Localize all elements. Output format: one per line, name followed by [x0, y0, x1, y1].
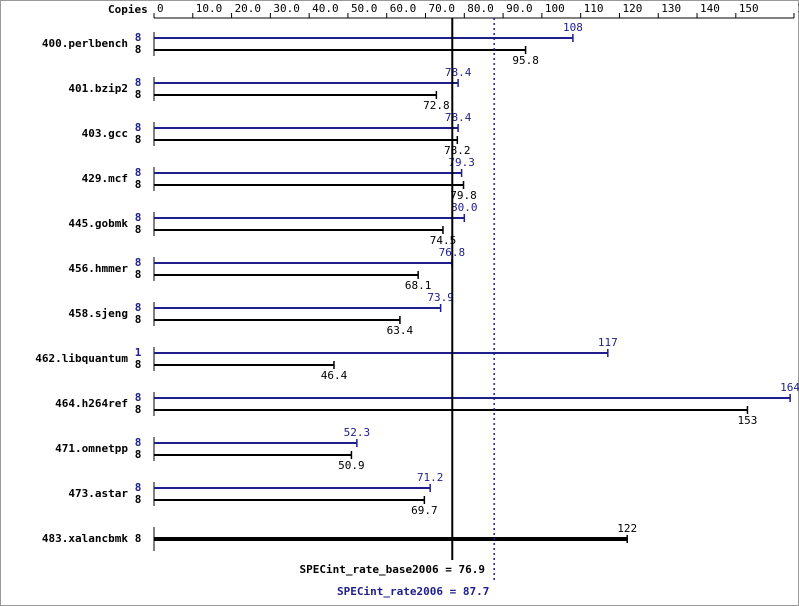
- value-label: 153: [738, 414, 758, 427]
- value-label: 78.2: [444, 144, 471, 157]
- benchmark-label: 458.sjeng: [68, 307, 128, 320]
- benchmark-label: 464.h264ref: [55, 397, 128, 410]
- reference-name: SPECint_rate_base2006 =: [300, 563, 453, 576]
- copies-label: 8: [135, 256, 142, 269]
- value-label: 50.9: [338, 459, 365, 472]
- x-tick-label: 120: [622, 2, 642, 15]
- copies-label: 8: [135, 166, 142, 179]
- benchmark-label: 401.bzip2: [68, 82, 128, 95]
- value-label: 117: [598, 336, 618, 349]
- benchmark-label: 456.hmmer: [68, 262, 128, 275]
- reference-label: SPECint_rate_base2006 = 76.9: [300, 563, 485, 576]
- copies-header: Copies: [108, 3, 148, 16]
- copies-label: 8: [135, 76, 142, 89]
- value-label: 80.0: [451, 201, 478, 214]
- benchmark-label: 462.libquantum: [35, 352, 128, 365]
- copies-label: 8: [135, 313, 142, 326]
- copies-label: 8: [135, 43, 142, 56]
- x-tick-label: 80.0: [467, 2, 494, 15]
- copies-label: 1: [135, 346, 142, 359]
- copies-label: 8: [135, 436, 142, 449]
- copies-label: 8: [135, 532, 142, 545]
- value-label: 122: [617, 522, 637, 535]
- x-tick-label: 30.0: [273, 2, 300, 15]
- benchmark-label: 473.astar: [68, 487, 128, 500]
- copies-label: 8: [135, 448, 142, 461]
- value-label: 71.2: [417, 471, 444, 484]
- copies-label: 8: [135, 391, 142, 404]
- benchmark-label: 429.mcf: [82, 172, 128, 185]
- value-label: 78.4: [445, 66, 472, 79]
- copies-label: 8: [135, 268, 142, 281]
- value-label: 72.8: [423, 99, 450, 112]
- value-label: 68.1: [405, 279, 432, 292]
- value-label: 95.8: [512, 54, 539, 67]
- copies-label: 8: [135, 301, 142, 314]
- copies-label: 8: [135, 223, 142, 236]
- x-tick-label: 140: [700, 2, 720, 15]
- x-tick-label: 165: [797, 2, 799, 15]
- x-tick-label: 0: [157, 2, 164, 15]
- reference-value: 76.9: [459, 563, 486, 576]
- value-label: 79.8: [450, 189, 477, 202]
- reference-label: SPECint_rate2006 = 87.7: [337, 585, 489, 598]
- x-tick-label: 40.0: [312, 2, 339, 15]
- reference-value: 87.7: [463, 585, 490, 598]
- copies-label: 8: [135, 211, 142, 224]
- copies-label: 8: [135, 403, 142, 416]
- benchmark-label: 471.omnetpp: [55, 442, 128, 455]
- benchmark-label: 400.perlbench: [42, 37, 128, 50]
- value-label: 164: [780, 381, 799, 394]
- x-tick-label: 20.0: [235, 2, 261, 15]
- x-tick-label: 110: [584, 2, 604, 15]
- value-label: 46.4: [321, 369, 348, 382]
- value-label: 108: [563, 21, 583, 34]
- copies-label: 8: [135, 88, 142, 101]
- value-label: 78.4: [445, 111, 472, 124]
- value-label: 52.3: [344, 426, 371, 439]
- value-label: 73.9: [427, 291, 454, 304]
- x-tick-label: 90.0: [506, 2, 533, 15]
- value-label: 69.7: [411, 504, 438, 517]
- x-tick-label: 70.0: [429, 2, 456, 15]
- copies-label: 8: [135, 358, 142, 371]
- copies-label: 8: [135, 178, 142, 191]
- benchmark-label: 483.xalancbmk: [42, 532, 128, 545]
- x-tick-label: 100: [545, 2, 565, 15]
- x-tick-label: 150: [739, 2, 759, 15]
- benchmark-label: 403.gcc: [82, 127, 128, 140]
- reference-name: SPECint_rate2006 =: [337, 585, 457, 598]
- x-tick-label: 10.0: [196, 2, 223, 15]
- benchmark-label: 445.gobmk: [68, 217, 128, 230]
- x-tick-label: 130: [661, 2, 681, 15]
- copies-label: 8: [135, 31, 142, 44]
- copies-label: 8: [135, 133, 142, 146]
- value-label: 79.3: [448, 156, 475, 169]
- copies-label: 8: [135, 481, 142, 494]
- value-label: 63.4: [387, 324, 414, 337]
- x-tick-label: 60.0: [390, 2, 417, 15]
- value-label: 74.5: [430, 234, 457, 247]
- copies-label: 8: [135, 493, 142, 506]
- x-tick-label: 50.0: [351, 2, 378, 15]
- copies-label: 8: [135, 121, 142, 134]
